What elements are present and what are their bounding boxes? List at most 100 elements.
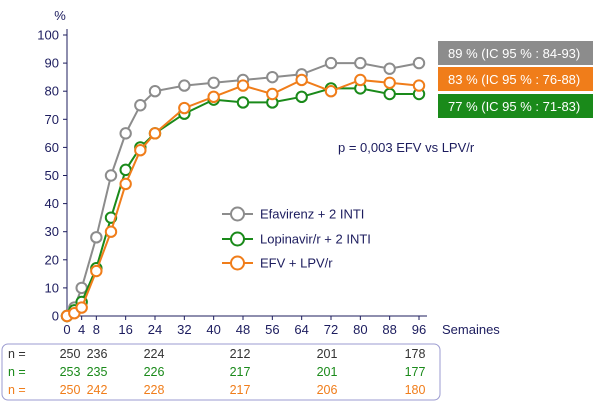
x-tick-label: 8 [93,322,100,337]
x-tick-label: 16 [118,322,132,337]
data-point [236,79,250,92]
n-row-label-lpv: n = [8,365,26,379]
series-line-efv_lpv [66,78,420,317]
series-efv_lpv [60,73,426,323]
data-point [119,127,132,140]
data-point [207,76,220,89]
result-box-label-efv_lpv: 83 % (IC 95 % : 76-88) [448,72,580,87]
p-value-annotation: p = 0,003 EFV vs LPV/r [338,140,475,155]
n-value: 235 [87,365,108,379]
legend-marker-efv_lpv [230,255,245,271]
n-value: 242 [87,383,108,397]
data-point [119,177,132,191]
x-tick-label: 4 [78,322,85,337]
n-value: 217 [230,365,251,379]
data-point [90,231,103,244]
data-point [266,87,279,101]
n-row-label-efv_lpv: n = [8,383,26,397]
data-point [354,56,367,70]
legend: Efavirenz + 2 INTI Lopinavir/r + 2 INTI EF… [222,206,371,271]
n-table: n = 250 236 224 212 201 178 n = 253 235 226 217 201 1… [1,343,441,401]
data-point [178,101,191,115]
legend-label-lpv: Lopinavir/r + 2 INTI [260,232,371,247]
y-tick-label: 20 [45,252,59,267]
y-tick-label: 90 [45,56,59,71]
data-point [324,56,338,70]
data-point [383,87,396,101]
data-point [134,144,147,157]
y-tick-label: 10 [45,280,59,295]
y-tick-label: 100 [37,28,59,43]
y-tick-label: 30 [45,224,59,239]
n-value: 180 [405,383,426,397]
n-value: 226 [144,365,165,379]
y-tick-label: 80 [45,84,59,99]
series-layer [60,56,426,323]
data-point [104,225,118,238]
x-tick-label: 64 [294,322,308,337]
y-tick-label: 0 [52,309,59,324]
x-tick-label: 96 [412,322,426,337]
n-value: 217 [230,383,251,397]
n-value: 178 [405,347,426,361]
n-value: 236 [87,347,108,361]
data-point [412,79,426,92]
x-tick-label: 56 [265,322,279,337]
n-table-frame [1,343,441,401]
x-tick-label: 0 [63,322,70,337]
data-point [354,73,367,87]
data-point [75,301,88,314]
legend-marker-efv [230,206,245,222]
y-axis-label: % [54,8,66,23]
x-tick-label: 88 [382,322,396,337]
n-value: 250 [60,347,81,361]
y-tick-label: 70 [45,112,59,127]
data-point [207,90,220,104]
result-boxes: 89 % (IC 95 % : 84-93) 83 % (IC 95 % : 76… [438,41,593,118]
legend-label-efv: Efavirenz + 2 INTI [260,207,364,222]
data-point [148,127,162,140]
n-value: 206 [317,383,338,397]
y-tick-label: 40 [45,196,59,211]
n-value: 212 [230,347,251,361]
data-point [295,73,308,87]
x-tick-label: 40 [206,322,220,337]
n-value: 224 [144,347,165,361]
data-point [383,76,396,89]
n-value: 228 [144,383,165,397]
x-tick-label: 32 [177,322,191,337]
data-point [383,62,396,75]
result-box-efv_lpv [438,67,593,91]
result-box-label-lpv: 77 % (IC 95 % : 71-83) [448,99,580,114]
legend-marker-lpv [230,231,245,247]
data-point [266,70,279,84]
data-point [295,90,308,104]
data-point [324,85,338,98]
y-tick-label: 50 [45,168,59,183]
x-tick-label: 80 [353,322,367,337]
result-box-lpv [438,94,593,118]
x-tick-label: 24 [148,322,162,337]
x-tick-label: 48 [236,322,250,337]
x-axis-label: Semaines [442,322,500,337]
x-tick-label: 72 [324,322,338,337]
result-box-label-efv: 89 % (IC 95 % : 84-93) [448,46,580,61]
data-point [148,85,162,98]
n-value: 250 [60,383,81,397]
n-value: 177 [405,365,426,379]
data-point [134,99,147,112]
n-row-label-efv: n = [8,347,26,361]
result-box-efv [438,41,593,65]
n-value: 201 [317,365,338,379]
data-point [104,169,118,182]
data-point [90,264,103,278]
data-point [236,96,250,109]
data-point [178,79,191,92]
data-point [412,56,426,70]
n-value: 201 [317,347,338,361]
series-lpv [60,82,426,323]
legend-label-efv_lpv: EFV + LPV/r [260,256,333,271]
y-tick-label: 60 [45,140,59,155]
